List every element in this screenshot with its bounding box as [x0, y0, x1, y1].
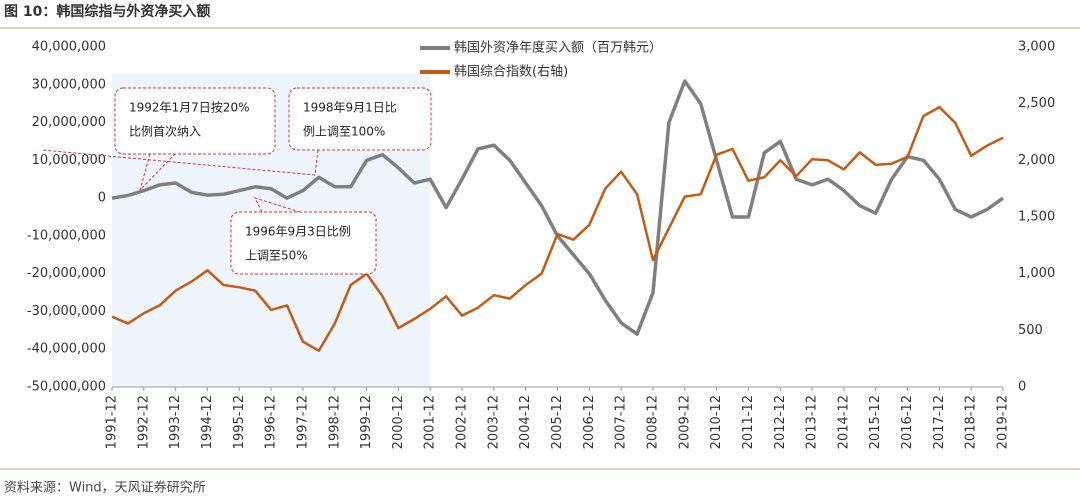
x-tick-label: 2000-12: [391, 395, 406, 449]
y2-tick-label: 0: [1018, 380, 1026, 395]
y2-tick-label: 2,500: [1018, 96, 1055, 111]
x-tick-label: 2007-12: [614, 395, 629, 449]
x-tick-label: 1994-12: [200, 395, 215, 449]
chart-title: 图 10：韩国综指与外资净买入额: [4, 3, 210, 20]
x-tick-label: 2013-12: [805, 395, 820, 449]
y-tick-label: -20,000,000: [27, 266, 106, 281]
x-tick-label: 1999-12: [359, 395, 374, 449]
legend-label: 韩国外资净年度买入额（百万韩元）: [454, 40, 662, 56]
x-tick-label: 2015-12: [868, 395, 883, 449]
x-tick-label: 1995-12: [232, 395, 247, 449]
x-tick-label: 2003-12: [486, 395, 501, 449]
annotation-text: 1996年9月3日比例: [245, 225, 351, 239]
x-tick-label: 1998-12: [327, 395, 342, 449]
annotation-text: 比例首次纳入: [129, 125, 201, 139]
x-tick-label: 2014-12: [836, 395, 851, 449]
x-tick-label: 2002-12: [455, 395, 470, 449]
annotation-box: [230, 211, 377, 275]
y2-tick-label: 500: [1018, 323, 1043, 338]
x-tick-label: 1997-12: [295, 395, 310, 449]
y-tick-label: 30,000,000: [32, 77, 106, 92]
annotation-text: 上调至50%: [245, 249, 308, 263]
annotation-pointer: [254, 197, 301, 213]
y2-tick-label: 2,000: [1018, 153, 1055, 168]
x-tick-label: 2016-12: [900, 395, 915, 449]
x-tick-label: 1991-12: [105, 395, 120, 449]
x-tick-label: 1993-12: [168, 395, 183, 449]
y-tick-label: -30,000,000: [27, 304, 106, 319]
x-tick-label: 2018-12: [964, 395, 979, 449]
y-tick-label: -40,000,000: [27, 342, 106, 357]
x-tick-label: 2004-12: [518, 395, 533, 449]
x-tick-label: 2012-12: [773, 395, 788, 449]
x-tick-label: 2006-12: [582, 395, 597, 449]
y2-tick-label: 1,000: [1018, 266, 1055, 281]
legend-label: 韩国综合指数(右轴): [454, 65, 568, 80]
series-line: [111, 105, 1004, 352]
x-tick-label: 2011-12: [741, 395, 756, 449]
x-tick-label: 2019-12: [996, 395, 1011, 449]
annotation-box: [288, 87, 432, 151]
source: 资料来源：Wind，天风证券研究所: [4, 480, 206, 496]
y-tick-label: -50,000,000: [27, 380, 106, 395]
x-tick-label: 1996-12: [264, 395, 279, 449]
annotation-text: 1992年1月7日按20%: [129, 101, 249, 115]
y2-tick-label: 1,500: [1018, 210, 1055, 225]
y-tick-label: 20,000,000: [32, 115, 106, 130]
x-tick-label: 1992-12: [136, 395, 151, 449]
annotation-box: [114, 87, 276, 155]
annotation-text: 1998年9月1日比: [303, 101, 397, 115]
x-tick-label: 2010-12: [709, 395, 724, 449]
annotation-pointer: [139, 153, 176, 191]
x-tick-label: 2017-12: [932, 395, 947, 449]
y-tick-label: 0: [98, 191, 106, 206]
annotation-text: 例上调至100%: [303, 125, 385, 139]
annotation: 1992年1月7日按20% 比例首次纳入: [114, 87, 276, 191]
x-tick-label: 2008-12: [645, 395, 660, 449]
y-tick-label: -10,000,000: [27, 228, 106, 243]
y-tick-label: 40,000,000: [32, 40, 106, 55]
x-tick-label: 2009-12: [677, 395, 692, 449]
x-tick-label: 2001-12: [423, 395, 438, 449]
annotation-pointer: [41, 149, 319, 176]
x-tick-label: 2005-12: [550, 395, 565, 449]
y-tick-label: 10,000,000: [32, 153, 106, 168]
y2-tick-label: 3,000: [1018, 40, 1055, 55]
